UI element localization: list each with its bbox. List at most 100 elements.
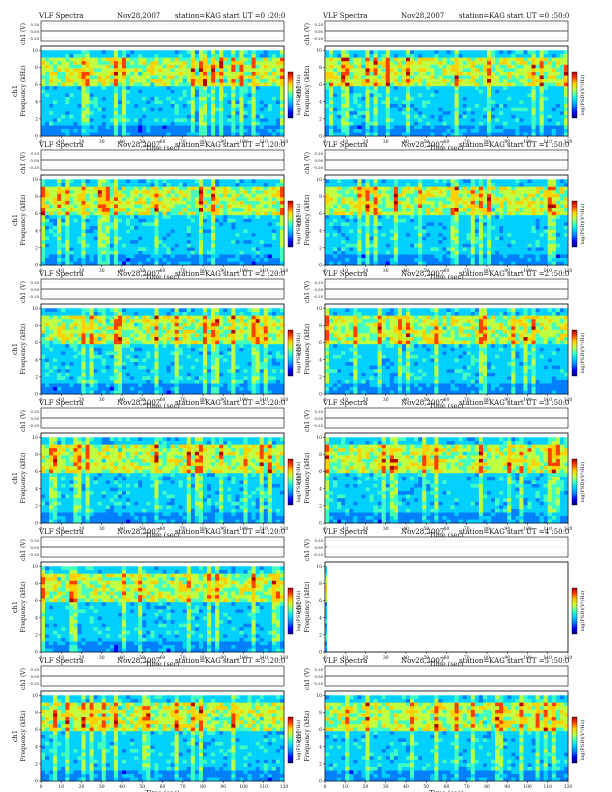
spectrogram-cell xyxy=(271,190,277,194)
spectrogram-cell xyxy=(349,207,354,212)
spectrogram-cell xyxy=(186,118,192,122)
spectrogram-cell xyxy=(337,50,342,55)
spectrogram-cell xyxy=(329,125,334,130)
spectrogram-cell xyxy=(275,243,281,248)
spectrogram-cell xyxy=(279,68,285,72)
spectrogram-cell xyxy=(73,64,78,69)
spectrogram-cell xyxy=(410,89,415,94)
spectrogram-cell xyxy=(543,71,548,76)
spectrogram-cell xyxy=(89,107,94,112)
spectrogram-cell xyxy=(393,86,399,90)
spectrogram-cell xyxy=(251,250,256,255)
spectrogram-cell xyxy=(531,93,536,97)
spectrogram-cell xyxy=(397,193,403,198)
spectrogram-cell xyxy=(130,121,135,126)
spectrogram-cell xyxy=(434,132,439,137)
spectrogram-cell xyxy=(53,100,58,105)
spectrogram-cell xyxy=(134,243,139,248)
spectrogram-cell xyxy=(53,121,58,126)
spectrogram-cell xyxy=(470,111,476,115)
spectrogram-cell xyxy=(77,254,82,259)
spectrogram-cell xyxy=(215,193,220,198)
spectrogram-cell xyxy=(329,257,334,262)
spectrogram-cell xyxy=(377,96,382,101)
spectrogram-cell xyxy=(65,218,70,223)
spectrogram-cell xyxy=(154,215,159,219)
spectrogram-cell xyxy=(77,75,82,80)
spectrogram-cell xyxy=(142,257,147,262)
spectrogram-cell xyxy=(271,207,277,212)
spectrogram-cell xyxy=(49,50,54,55)
spectrogram-cell xyxy=(41,103,46,108)
spectrogram-cell xyxy=(215,89,220,94)
spectrogram-cell xyxy=(243,82,248,87)
spectrogram-cell xyxy=(97,211,102,216)
spectrogram-cell xyxy=(215,197,220,201)
spectrogram-cell xyxy=(122,64,127,69)
spectrogram-cell xyxy=(146,57,151,62)
spectrogram-cell xyxy=(397,211,403,216)
spectrogram-cell xyxy=(190,57,196,62)
spectrogram-cell xyxy=(243,240,248,244)
spectrogram-cell xyxy=(113,197,119,201)
spectrogram-cell xyxy=(487,82,492,87)
spectrogram-cell xyxy=(122,107,127,112)
spectrogram-cell xyxy=(219,179,224,184)
spectrogram-cell xyxy=(227,71,232,76)
spectrogram-cell xyxy=(263,247,268,251)
spectrogram-cell xyxy=(491,78,496,83)
spectrogram-cell xyxy=(109,93,115,97)
spectrogram-cell xyxy=(381,232,386,237)
spectrogram-cell xyxy=(438,100,443,105)
x-tick-label: 60 xyxy=(444,139,450,145)
spectrogram-cell xyxy=(503,78,508,83)
spectrogram-cell xyxy=(227,78,232,83)
spectrogram-cell xyxy=(207,100,212,105)
spectrogram-cell xyxy=(381,103,386,108)
spectrogram-cell xyxy=(57,250,62,255)
spectrogram-cell xyxy=(414,53,419,58)
spectrogram-cell xyxy=(130,71,135,76)
spectrogram-cell xyxy=(389,190,395,194)
spectrogram-cell xyxy=(219,71,224,76)
spectrogram-cell xyxy=(333,71,338,76)
spectrogram-cell xyxy=(527,53,532,58)
spectrogram-cell xyxy=(126,103,131,108)
spectrogram-cell xyxy=(122,197,127,201)
spectrogram-cell xyxy=(130,57,135,62)
spectrogram-cell xyxy=(365,57,370,62)
spectrogram-cell xyxy=(531,118,536,122)
spectrogram-cell xyxy=(146,89,151,94)
spectrogram-cell xyxy=(235,197,240,201)
spectrogram-cell xyxy=(369,261,374,266)
spectrogram-cell xyxy=(462,125,467,130)
spectrogram-cell xyxy=(255,86,260,90)
spectrogram-cell xyxy=(466,50,471,55)
spectrogram-cell xyxy=(482,86,488,90)
spectrogram-cell xyxy=(69,68,74,72)
spectrogram-cell xyxy=(231,257,236,262)
spectrogram-cell xyxy=(365,68,370,72)
spectrogram-cell xyxy=(559,71,565,76)
spectrogram-cell xyxy=(162,254,167,259)
spectrogram-cell xyxy=(178,89,183,94)
spectrogram-cell xyxy=(69,182,74,187)
spectrogram-cell xyxy=(515,82,520,87)
spectrogram-cell xyxy=(223,197,228,201)
spectrogram-cell xyxy=(117,211,123,216)
spectrogram-cell xyxy=(271,93,277,97)
spectrogram-cell xyxy=(255,222,260,226)
spectrogram-cell xyxy=(450,57,455,62)
spectrogram-cell xyxy=(73,229,78,234)
spectrogram-cell xyxy=(377,243,382,248)
spectrogram-cell xyxy=(531,100,536,105)
spectrogram-cell xyxy=(211,82,216,87)
spectrogram-cell xyxy=(150,82,155,87)
spectrogram-cell xyxy=(186,61,192,65)
spectrogram-cell xyxy=(438,128,443,133)
spectrogram-cell xyxy=(393,222,399,226)
spectrogram-cell xyxy=(279,118,285,122)
spectrogram-cell xyxy=(430,100,435,105)
spectrogram-cell xyxy=(369,114,374,119)
spectrogram-cell xyxy=(442,132,447,137)
